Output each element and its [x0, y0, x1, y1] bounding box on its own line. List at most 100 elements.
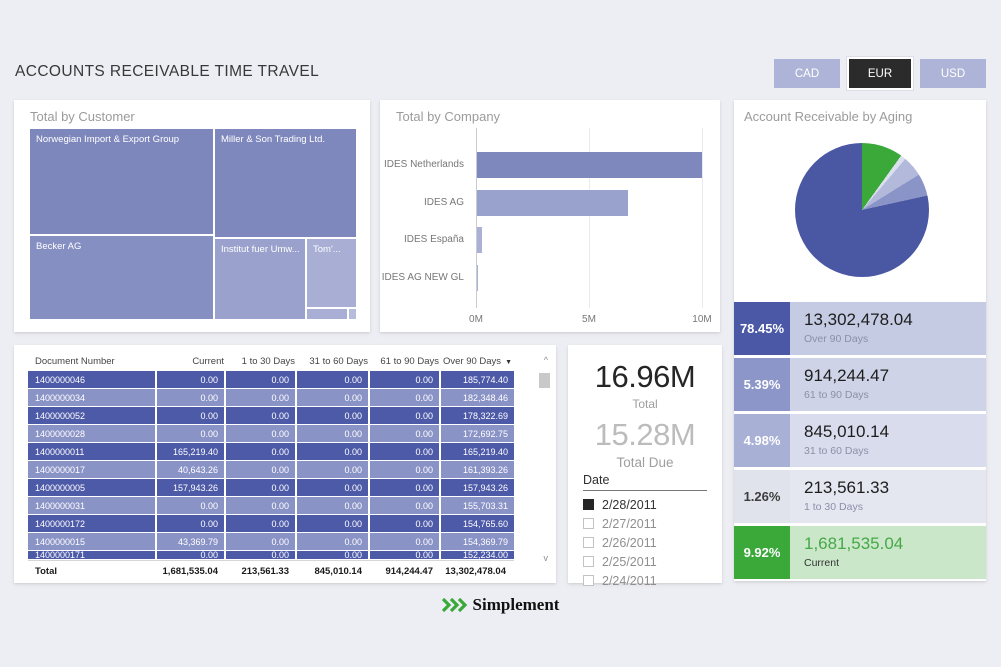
- aging-percentage: 5.39%: [734, 358, 790, 411]
- table-total-cell: 914,244.47: [385, 565, 433, 577]
- table-row[interactable]: 1400000052 0.00 0.00 0.00 0.00 178,322.69: [28, 407, 514, 424]
- table-row[interactable]: 1400000171 0.00 0.00 0.00 0.00 152,234.00: [28, 551, 514, 559]
- gridline: [589, 128, 590, 308]
- company-bar[interactable]: [477, 227, 482, 253]
- checkbox-checked-icon[interactable]: [583, 499, 594, 510]
- table-row[interactable]: 1400000031 0.00 0.00 0.00 0.00 155,703.31: [28, 497, 514, 514]
- aging-row-body: 845,010.14 31 to 60 Days: [790, 414, 986, 467]
- date-option[interactable]: 2/28/2011: [583, 495, 714, 514]
- company-bar[interactable]: [477, 152, 702, 178]
- aging-bucket-label: 61 to 90 Days: [804, 389, 869, 401]
- aging-row[interactable]: 1.26% 213,561.33 1 to 30 Days: [734, 470, 986, 523]
- card-summary: 16.96M Total 15.28M Total Due Date 2/28/…: [568, 345, 722, 588]
- table-cell: 1400000034: [28, 389, 157, 406]
- date-option[interactable]: 2/26/2011: [583, 533, 714, 552]
- table-header-cell[interactable]: 1 to 30 Days: [241, 355, 295, 367]
- page-title: ACCOUNTS RECEIVABLE TIME TRAVEL: [15, 63, 320, 80]
- treemap-tile-label: Becker AG: [36, 241, 82, 252]
- date-option[interactable]: 2/24/2011: [583, 571, 714, 590]
- table-row[interactable]: 1400000015 43,369.79 0.00 0.00 0.00 154,369.7…: [28, 533, 514, 550]
- aging-row[interactable]: 9.92% 1,681,535.04 Current: [734, 526, 986, 579]
- table-cell: 0.00: [297, 371, 370, 388]
- currency-cad-button[interactable]: CAD: [774, 59, 840, 88]
- currency-toggle: CAD EUR USD: [774, 57, 986, 90]
- scroll-up-arrow[interactable]: ^: [543, 355, 548, 365]
- scrollbar-thumb[interactable]: [539, 373, 550, 388]
- treemap-tile-label: Miller & Son Trading Ltd.: [221, 134, 326, 145]
- date-slicer-divider: [583, 490, 707, 491]
- table-cell: 0.00: [370, 515, 441, 532]
- company-chart-title: Total by Company: [396, 109, 501, 124]
- checkbox-unchecked-icon[interactable]: [583, 518, 594, 529]
- checkbox-unchecked-icon[interactable]: [583, 575, 594, 586]
- table-row[interactable]: 1400000028 0.00 0.00 0.00 0.00 172,692.75: [28, 425, 514, 442]
- bar-category-label: IDES AG NEW GL: [381, 271, 464, 283]
- aging-amount: 213,561.33: [804, 478, 890, 497]
- aging-amount: 845,010.14: [804, 422, 890, 441]
- table-total-row: Total 1,681,535.04 213,561.33 845,010.14 914…: [28, 560, 514, 581]
- treemap-tile[interactable]: Miller & Son Trading Ltd.: [215, 129, 356, 237]
- treemap-title: Total by Customer: [30, 109, 135, 124]
- table-cell: 0.00: [297, 479, 370, 496]
- bar-category-label: IDES AG: [423, 196, 464, 208]
- table-cell: 0.00: [370, 407, 441, 424]
- x-axis-tick-label: 10M: [692, 314, 712, 325]
- aging-row[interactable]: 5.39% 914,244.47 61 to 90 Days: [734, 358, 986, 411]
- company-bar[interactable]: [477, 189, 628, 216]
- aging-pie-chart[interactable]: [795, 143, 929, 277]
- date-option[interactable]: 2/27/2011: [583, 514, 714, 533]
- table-header-cell[interactable]: Current: [192, 355, 224, 367]
- checkbox-unchecked-icon[interactable]: [583, 556, 594, 567]
- table-cell: 0.00: [370, 497, 441, 514]
- bar-category-label: IDES Netherlands: [383, 159, 464, 170]
- aging-row[interactable]: 78.45% 13,302,478.04 Over 90 Days: [734, 302, 986, 355]
- table-cell: 0.00: [370, 533, 441, 550]
- treemap-tile[interactable]: Becker AG: [30, 236, 213, 319]
- table-cell: 178,322.69: [441, 407, 514, 424]
- table-cell: 155,703.31: [441, 497, 514, 514]
- table-cell: 0.00: [370, 443, 441, 460]
- table-header-cell[interactable]: Over 90 Days ▼: [442, 355, 512, 367]
- aging-row[interactable]: 4.98% 845,010.14 31 to 60 Days: [734, 414, 986, 467]
- table-cell: 172,692.75: [441, 425, 514, 442]
- table-header-cell[interactable]: Document Number: [35, 355, 115, 367]
- table-cell: 0.00: [297, 425, 370, 442]
- table-row[interactable]: 1400000017 40,643.26 0.00 0.00 0.00 161,393.2…: [28, 461, 514, 478]
- aging-percentage: 9.92%: [734, 526, 790, 579]
- table-row[interactable]: 1400000172 0.00 0.00 0.00 0.00 154,765.60: [28, 515, 514, 532]
- table-total-cell: 845,010.14: [314, 565, 362, 577]
- aging-percentage: 78.45%: [734, 302, 790, 355]
- table-cell: 0.00: [226, 497, 297, 514]
- currency-eur-button[interactable]: EUR: [847, 57, 913, 90]
- table-cell: 1400000046: [28, 371, 157, 388]
- company-bar[interactable]: [477, 264, 478, 291]
- date-option[interactable]: 2/25/2011: [583, 552, 714, 571]
- table-row[interactable]: 1400000005 157,943.26 0.00 0.00 0.00 157,943.…: [28, 479, 514, 496]
- table-row[interactable]: 1400000011 165,219.40 0.00 0.00 0.00 165,219.…: [28, 443, 514, 460]
- table-header-cell[interactable]: 31 to 60 Days: [309, 355, 368, 367]
- table-cell: 0.00: [370, 425, 441, 442]
- table-row[interactable]: 1400000046 0.00 0.00 0.00 0.00 185,774.40: [28, 371, 514, 388]
- table-cell: 0.00: [297, 533, 370, 550]
- table-cell: 0.00: [157, 497, 226, 514]
- treemap-tile[interactable]: Norwegian Import & Export Group: [30, 129, 213, 234]
- currency-usd-button[interactable]: USD: [920, 59, 986, 88]
- table-header-cell[interactable]: 61 to 90 Days: [380, 355, 439, 367]
- table-cell: 0.00: [297, 461, 370, 478]
- treemap-tile[interactable]: Tom'...: [307, 239, 356, 307]
- table-cell: 165,219.40: [157, 443, 226, 460]
- table-cell: 0.00: [157, 407, 226, 424]
- table-cell: 0.00: [226, 389, 297, 406]
- table-cell: 0.00: [297, 443, 370, 460]
- date-option-label: 2/27/2011: [602, 516, 657, 531]
- treemap-tile[interactable]: [349, 309, 356, 319]
- table-cell: 1400000017: [28, 461, 157, 478]
- table-cell: 0.00: [370, 479, 441, 496]
- table-row[interactable]: 1400000034 0.00 0.00 0.00 0.00 182,348.46: [28, 389, 514, 406]
- checkbox-unchecked-icon[interactable]: [583, 537, 594, 548]
- scroll-down-arrow[interactable]: v: [543, 553, 549, 563]
- table-cell: 0.00: [370, 389, 441, 406]
- table-cell: 157,943.26: [441, 479, 514, 496]
- treemap-tile[interactable]: Institut fuer Umw...: [215, 239, 305, 319]
- treemap-tile[interactable]: [307, 309, 347, 319]
